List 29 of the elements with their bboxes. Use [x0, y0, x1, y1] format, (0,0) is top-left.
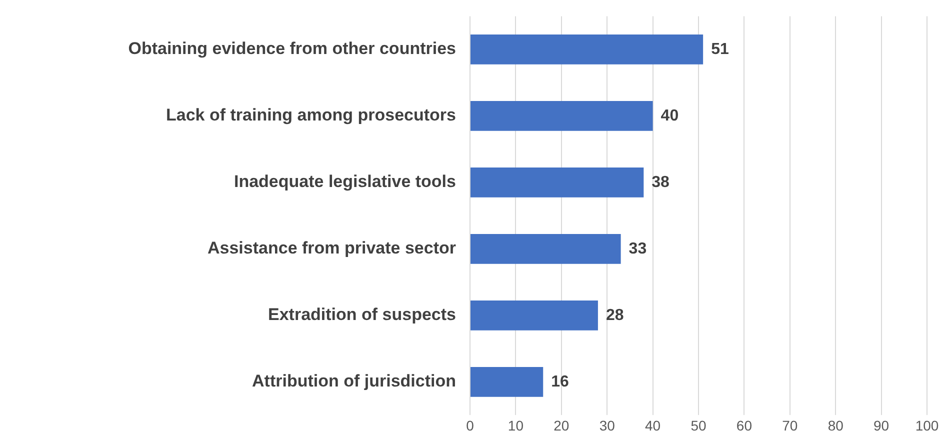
x-tick-label: 100	[915, 417, 939, 434]
y-tick-label: Attribution of jurisdiction	[252, 372, 456, 391]
y-tick-label: Lack of training among prosecutors	[166, 106, 456, 125]
x-tick-label: 70	[782, 417, 798, 434]
y-tick-label: Assistance from private sector	[208, 238, 456, 258]
bar	[470, 300, 598, 330]
bar	[470, 34, 704, 64]
data-label: 28	[606, 306, 624, 324]
data-label: 51	[711, 40, 729, 58]
x-tick-label: 40	[645, 417, 661, 434]
x-tick-label: 80	[828, 417, 844, 434]
x-tick-label: 90	[874, 417, 890, 434]
data-label: 40	[660, 107, 679, 124]
bar	[470, 167, 644, 198]
bar	[470, 366, 544, 397]
x-tick-label: 20	[554, 417, 570, 434]
bar	[470, 100, 653, 131]
x-tick-label: 0	[466, 417, 474, 434]
x-tick-label: 10	[508, 417, 524, 434]
data-label: 38	[652, 174, 670, 191]
y-tick-label: Obtaining evidence from other countries	[128, 39, 456, 58]
x-tick-label: 50	[690, 417, 706, 434]
x-tick-label: 30	[599, 417, 616, 434]
data-label: 16	[551, 373, 570, 390]
x-tick-label: 60	[736, 417, 752, 434]
y-tick-label: Inadequate legislative tools	[234, 172, 456, 192]
data-label: 33	[628, 240, 647, 258]
bar	[470, 234, 621, 264]
y-tick-label: Extradition of suspects	[268, 305, 456, 324]
